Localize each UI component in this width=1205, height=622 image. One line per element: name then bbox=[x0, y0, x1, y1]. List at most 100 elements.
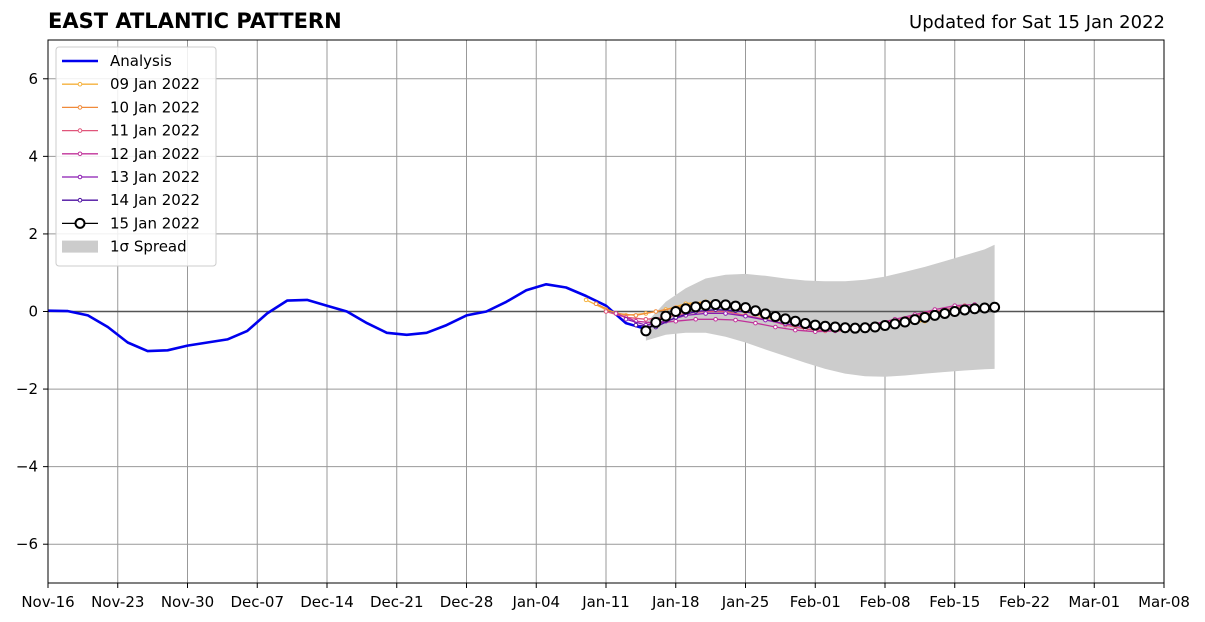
forecast-point bbox=[869, 321, 881, 333]
x-tick-label: Nov-30 bbox=[161, 593, 214, 611]
forecast-point bbox=[733, 317, 738, 323]
legend-entry: 09 Jan 2022 bbox=[62, 75, 200, 93]
x-tick-label: Jan-25 bbox=[721, 593, 770, 611]
forecast-point bbox=[673, 318, 679, 324]
x-tick-label: Feb-22 bbox=[999, 593, 1050, 611]
forecast-point bbox=[809, 319, 821, 331]
legend-label: 11 Jan 2022 bbox=[110, 122, 200, 140]
forecast-point bbox=[730, 300, 742, 312]
y-tick-label: 4 bbox=[28, 147, 38, 165]
forecast-point bbox=[793, 327, 798, 333]
x-tick-label: Dec-14 bbox=[300, 593, 354, 611]
legend-box bbox=[55, 46, 217, 267]
legend-label: Analysis bbox=[110, 52, 172, 70]
forecast-point bbox=[640, 325, 652, 337]
forecast-point bbox=[979, 302, 991, 314]
legend: Analysis 09 Jan 2022 10 Jan 2022 11 Jan 202… bbox=[55, 46, 217, 267]
forecast-point bbox=[769, 311, 781, 323]
forecast-point bbox=[959, 304, 971, 316]
x-tick-label: Jan-11 bbox=[581, 593, 630, 611]
forecast-point bbox=[949, 306, 961, 317]
legend-marker bbox=[77, 105, 83, 110]
x-tick-label: Dec-28 bbox=[440, 593, 494, 611]
forecast-point bbox=[633, 313, 639, 318]
legend-marker bbox=[77, 128, 83, 133]
forecast-point bbox=[670, 306, 682, 317]
forecast-point bbox=[919, 311, 931, 323]
legend-entry: 15 Jan 2022 bbox=[62, 214, 200, 232]
forecast-point bbox=[799, 318, 811, 330]
legend-label: 13 Jan 2022 bbox=[110, 168, 200, 186]
legend-marker bbox=[77, 151, 83, 157]
forecast-point bbox=[690, 301, 702, 313]
forecast-point bbox=[939, 307, 951, 319]
legend-entry: 1σ Spread bbox=[62, 238, 187, 256]
forecast-point bbox=[929, 309, 941, 321]
legend-entry: 13 Jan 2022 bbox=[62, 168, 200, 186]
forecast-point bbox=[759, 308, 771, 320]
forecast-point bbox=[713, 316, 718, 322]
forecast-point bbox=[660, 310, 672, 322]
forecast-point bbox=[693, 316, 698, 322]
forecast-point bbox=[593, 301, 599, 307]
legend-entry: Analysis bbox=[62, 52, 172, 70]
chart-title: EAST ATLANTIC PATTERN bbox=[48, 9, 342, 33]
legend-entry: 12 Jan 2022 bbox=[62, 145, 200, 163]
forecast-point bbox=[633, 322, 639, 328]
y-tick-label: 2 bbox=[28, 225, 38, 243]
forecast-point bbox=[859, 322, 871, 334]
forecast-point bbox=[740, 302, 751, 314]
chart-subtitle: Updated for Sat 15 Jan 2022 bbox=[909, 12, 1165, 33]
x-tick-label: Feb-15 bbox=[929, 593, 980, 611]
x-tick-label: Jan-04 bbox=[511, 593, 560, 611]
x-tick-label: Nov-23 bbox=[91, 593, 144, 611]
x-tick-label: Dec-21 bbox=[370, 593, 424, 611]
x-tick-label: Mar-01 bbox=[1068, 593, 1120, 611]
analysis-line bbox=[47, 282, 647, 353]
forecast-point bbox=[779, 313, 791, 325]
forecast-point bbox=[753, 320, 758, 326]
forecast-point bbox=[653, 309, 659, 314]
forecast-series-6 bbox=[640, 299, 1001, 337]
x-tick-label: Dec-07 bbox=[230, 593, 284, 611]
legend-swatch bbox=[62, 240, 98, 253]
forecast-point bbox=[643, 316, 649, 322]
forecast-point bbox=[819, 320, 831, 332]
forecast-point bbox=[723, 311, 728, 316]
forecast-point bbox=[773, 324, 778, 330]
forecast-point bbox=[829, 321, 841, 333]
legend-marker bbox=[77, 81, 83, 87]
series-layer bbox=[47, 282, 1001, 353]
x-tick-label: Mar-08 bbox=[1138, 593, 1190, 611]
forecast-point bbox=[839, 322, 851, 334]
forecast-point bbox=[989, 301, 1001, 313]
forecast-point bbox=[613, 311, 619, 316]
x-tick-label: Feb-01 bbox=[790, 593, 841, 611]
plot-frame bbox=[47, 39, 1165, 584]
legend-marker bbox=[77, 174, 83, 180]
x-tick-label: Jan-18 bbox=[651, 593, 700, 611]
forecast-point bbox=[720, 299, 732, 311]
forecast-point bbox=[710, 299, 722, 311]
forecast-point bbox=[889, 318, 901, 330]
forecast-point bbox=[879, 319, 891, 331]
x-tick-label: Nov-16 bbox=[21, 593, 74, 611]
forecast-point bbox=[909, 314, 921, 326]
legend-entry: 11 Jan 2022 bbox=[62, 122, 200, 140]
forecast-point bbox=[680, 303, 692, 315]
legend-marker bbox=[77, 197, 83, 203]
legend-label: 10 Jan 2022 bbox=[110, 98, 200, 116]
forecast-point bbox=[743, 313, 748, 319]
legend-label: 12 Jan 2022 bbox=[110, 145, 200, 163]
legend-label: 15 Jan 2022 bbox=[110, 214, 200, 232]
legend-label: 09 Jan 2022 bbox=[110, 75, 200, 93]
forecast-point bbox=[603, 309, 609, 314]
forecast-point bbox=[849, 322, 861, 334]
legend-entry: 10 Jan 2022 bbox=[62, 98, 200, 116]
forecast-point bbox=[789, 315, 801, 327]
legend-label: 1σ Spread bbox=[110, 238, 187, 256]
legend-entry: 14 Jan 2022 bbox=[62, 191, 200, 209]
y-tick-label: −6 bbox=[16, 535, 38, 553]
legend-marker bbox=[74, 217, 86, 229]
